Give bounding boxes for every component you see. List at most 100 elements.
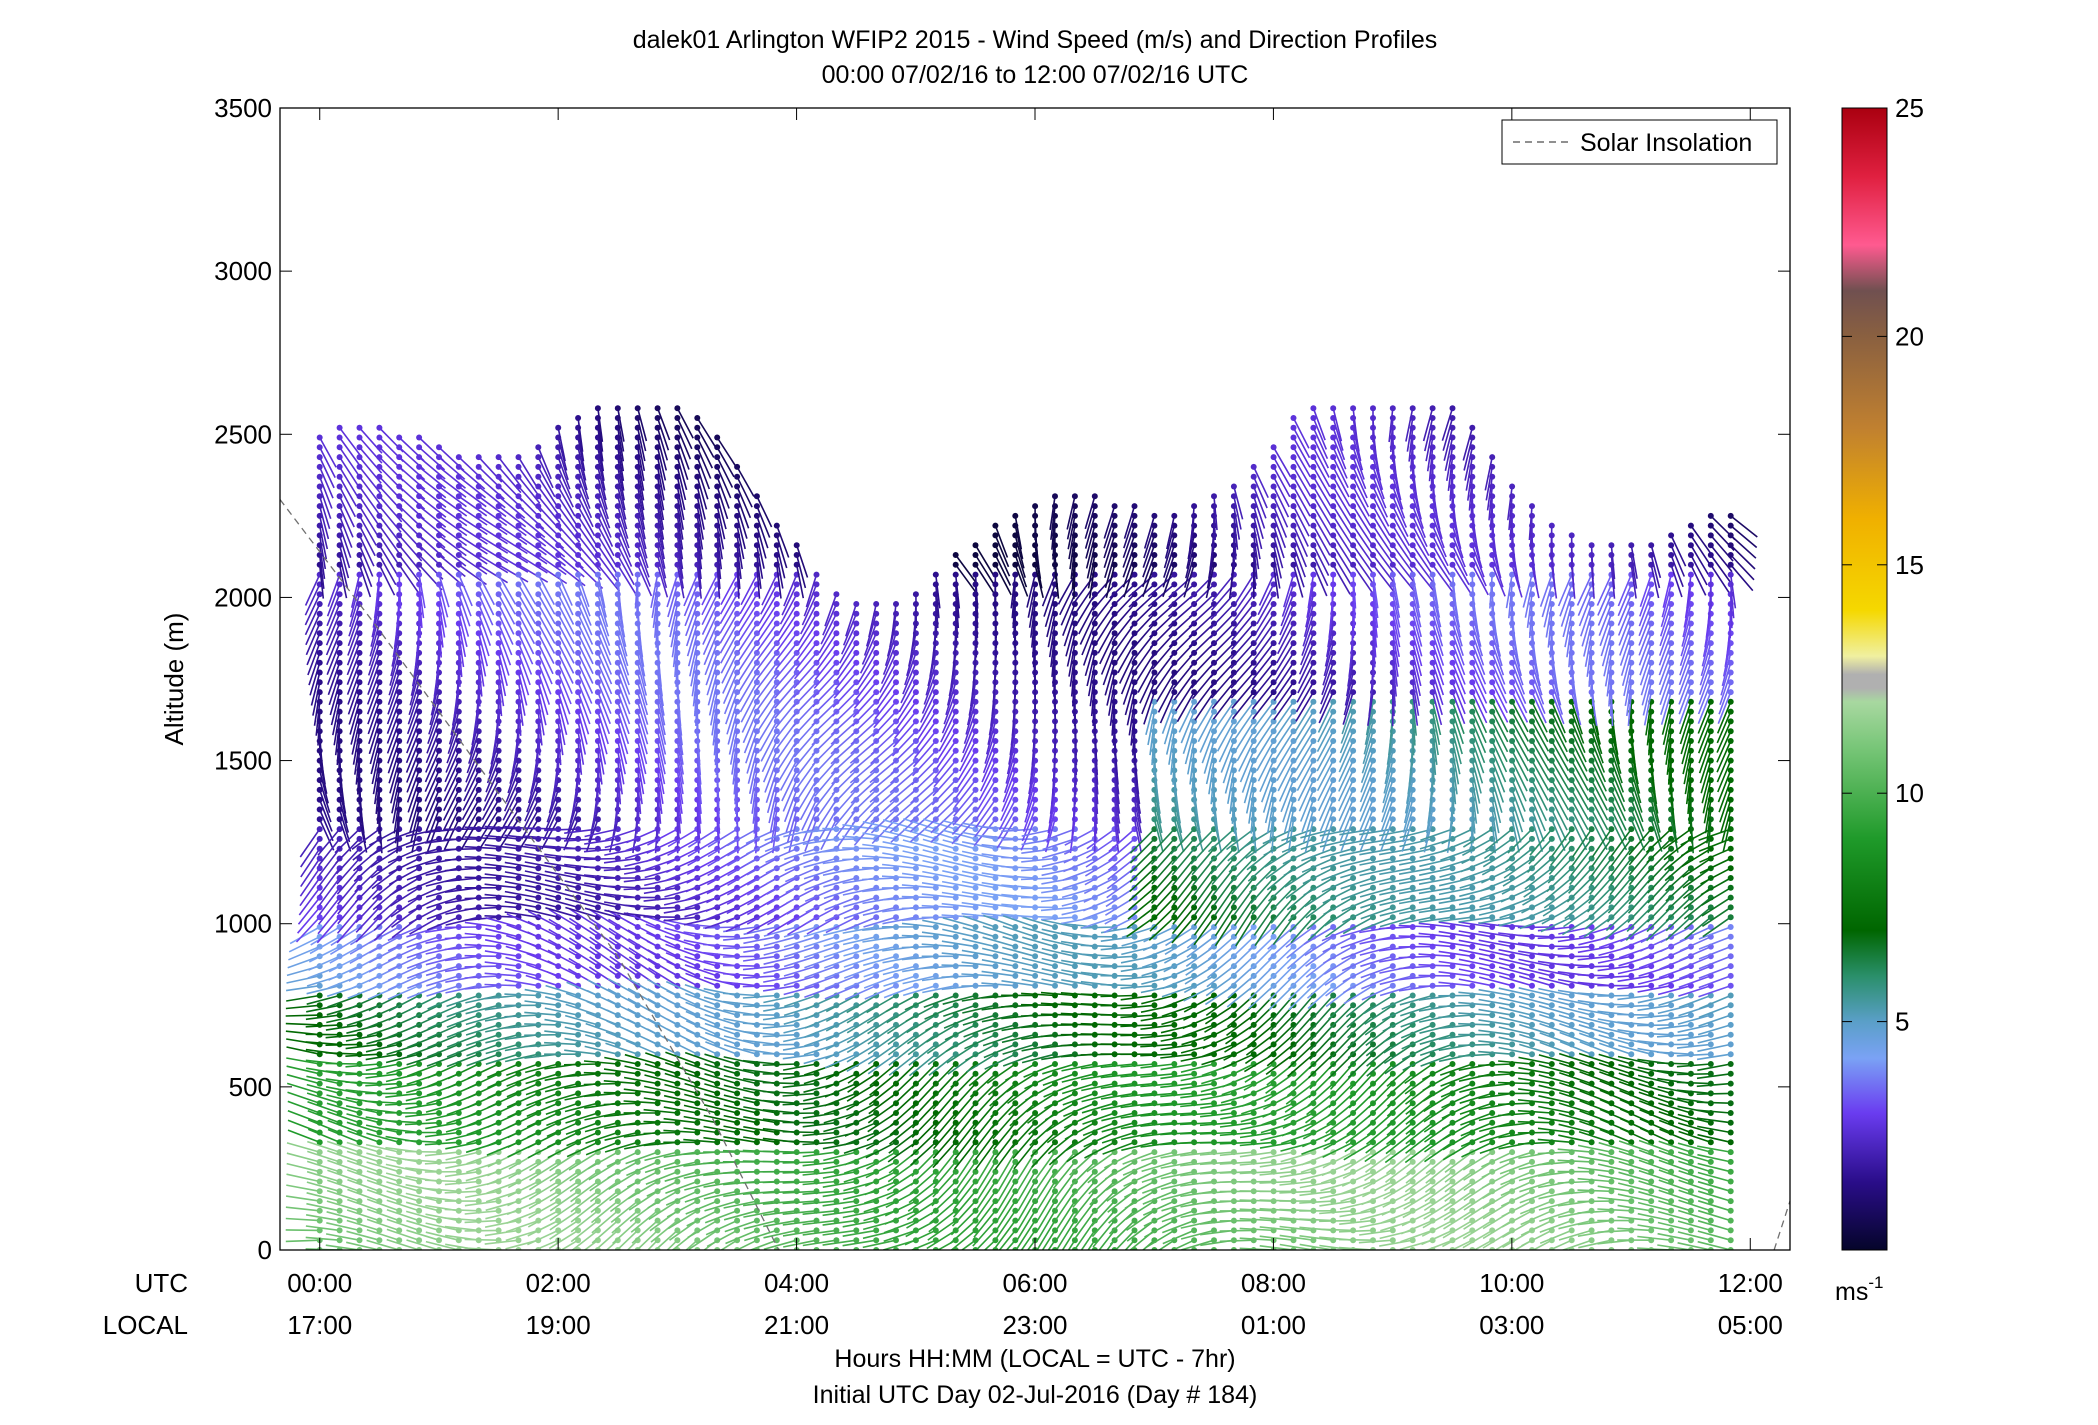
wind-barb-point bbox=[793, 601, 800, 607]
wind-barb-point bbox=[336, 493, 343, 500]
wind-barb bbox=[506, 1082, 539, 1098]
wind-barb-point bbox=[475, 806, 482, 813]
wind-barb-point bbox=[614, 571, 621, 578]
wind-barb bbox=[469, 721, 480, 755]
wind-barb-point bbox=[455, 571, 462, 578]
wind-barb bbox=[684, 1061, 718, 1075]
wind-barb bbox=[863, 975, 897, 989]
wind-barb-point bbox=[396, 1119, 403, 1126]
wind-barb-point bbox=[356, 1227, 363, 1234]
wind-barb bbox=[325, 1233, 360, 1241]
wind-barb-point bbox=[694, 415, 701, 421]
wind-barb bbox=[497, 662, 507, 697]
wind-barb-point bbox=[495, 552, 502, 558]
wind-barb-point bbox=[316, 1198, 323, 1205]
wind-barb bbox=[406, 770, 420, 803]
wind-barb bbox=[623, 904, 658, 909]
wind-barb-point bbox=[376, 512, 383, 519]
wind-barb-point bbox=[654, 1061, 661, 1067]
wind-barb bbox=[348, 603, 361, 637]
wind-barb bbox=[305, 613, 321, 646]
wind-barb bbox=[378, 544, 398, 575]
wind-barb bbox=[664, 927, 698, 938]
wind-barb bbox=[351, 721, 361, 755]
wind-barb bbox=[329, 945, 360, 964]
wind-barb-point bbox=[555, 659, 562, 666]
wind-barb bbox=[406, 701, 420, 735]
wind-barb-point bbox=[396, 1207, 403, 1214]
wind-barb-point bbox=[416, 512, 423, 519]
wind-barb-point bbox=[893, 963, 899, 970]
wind-barb bbox=[477, 642, 487, 677]
wind-barb-point bbox=[753, 1217, 760, 1224]
wind-barb bbox=[485, 760, 500, 793]
wind-barb-point bbox=[753, 503, 760, 510]
wind-barb-point bbox=[436, 1119, 442, 1126]
wind-barb-point bbox=[773, 610, 780, 617]
wind-barb bbox=[286, 1082, 320, 1095]
wind-barb-point bbox=[555, 992, 562, 999]
wind-barb-point bbox=[376, 1158, 383, 1165]
wind-barb-point bbox=[893, 669, 899, 676]
wind-barb-point bbox=[515, 1237, 522, 1244]
wind-barb-point bbox=[654, 405, 661, 412]
wind-barb bbox=[365, 1100, 400, 1104]
wind-barb bbox=[507, 1180, 539, 1198]
wind-barb-point bbox=[396, 659, 403, 666]
wind-barb-point bbox=[535, 1080, 542, 1087]
wind-barb bbox=[285, 1206, 320, 1212]
wind-barb-point bbox=[793, 630, 800, 637]
wind-barb bbox=[286, 1173, 320, 1183]
wind-barb-point bbox=[694, 943, 701, 950]
wind-barb-point bbox=[475, 1198, 482, 1205]
wind-barb bbox=[517, 456, 537, 487]
wind-barb-point bbox=[734, 943, 741, 950]
wind-barb bbox=[823, 936, 857, 948]
wind-barb-point bbox=[316, 493, 323, 500]
wind-barb bbox=[626, 920, 658, 938]
wind-barb bbox=[424, 1179, 459, 1183]
wind-barb-point bbox=[614, 1129, 621, 1136]
wind-barb-point bbox=[734, 1129, 741, 1136]
wind-barb-point bbox=[614, 1119, 621, 1126]
wind-barb-point bbox=[455, 816, 462, 823]
wind-barb-point bbox=[356, 473, 363, 480]
wind-barb bbox=[645, 1170, 678, 1186]
wind-barb-point bbox=[475, 1188, 482, 1195]
wind-barb bbox=[374, 770, 381, 805]
wind-barb-point bbox=[336, 473, 343, 480]
wind-barb-point bbox=[535, 532, 542, 539]
wind-barb-point bbox=[396, 561, 403, 568]
wind-barb bbox=[484, 972, 519, 977]
wind-barb bbox=[427, 1033, 460, 1049]
wind-barb bbox=[497, 456, 520, 485]
wind-barb-point bbox=[912, 963, 919, 970]
wind-barb bbox=[428, 701, 440, 735]
wind-barb-point bbox=[515, 982, 522, 989]
wind-barb-point bbox=[515, 865, 522, 872]
wind-barb-point bbox=[753, 1237, 760, 1244]
wind-barb-point bbox=[694, 424, 701, 431]
wind-barb bbox=[305, 1236, 340, 1241]
wind-barb bbox=[704, 1083, 738, 1095]
wind-barb-point bbox=[376, 669, 383, 676]
wind-barb bbox=[464, 984, 499, 990]
wind-barb bbox=[518, 564, 549, 583]
wind-barb bbox=[405, 1112, 440, 1118]
wind-barb-point bbox=[674, 924, 681, 930]
wind-barb bbox=[406, 945, 440, 959]
wind-barb-point bbox=[495, 1061, 502, 1067]
wind-barb bbox=[444, 838, 479, 841]
wind-barb-point bbox=[714, 1002, 721, 1009]
wind-barb bbox=[386, 1063, 420, 1075]
wind-barb bbox=[442, 799, 460, 831]
wind-barb-point bbox=[793, 1021, 800, 1028]
wind-barb bbox=[365, 1043, 400, 1053]
wind-barb-point bbox=[396, 1217, 403, 1224]
wind-barb-point bbox=[535, 816, 542, 823]
wind-barb-point bbox=[455, 1119, 462, 1126]
wind-barb bbox=[318, 789, 332, 823]
wind-barb-point bbox=[873, 1227, 880, 1234]
wind-barb-point bbox=[396, 669, 403, 676]
wind-barb-point bbox=[753, 1129, 760, 1136]
